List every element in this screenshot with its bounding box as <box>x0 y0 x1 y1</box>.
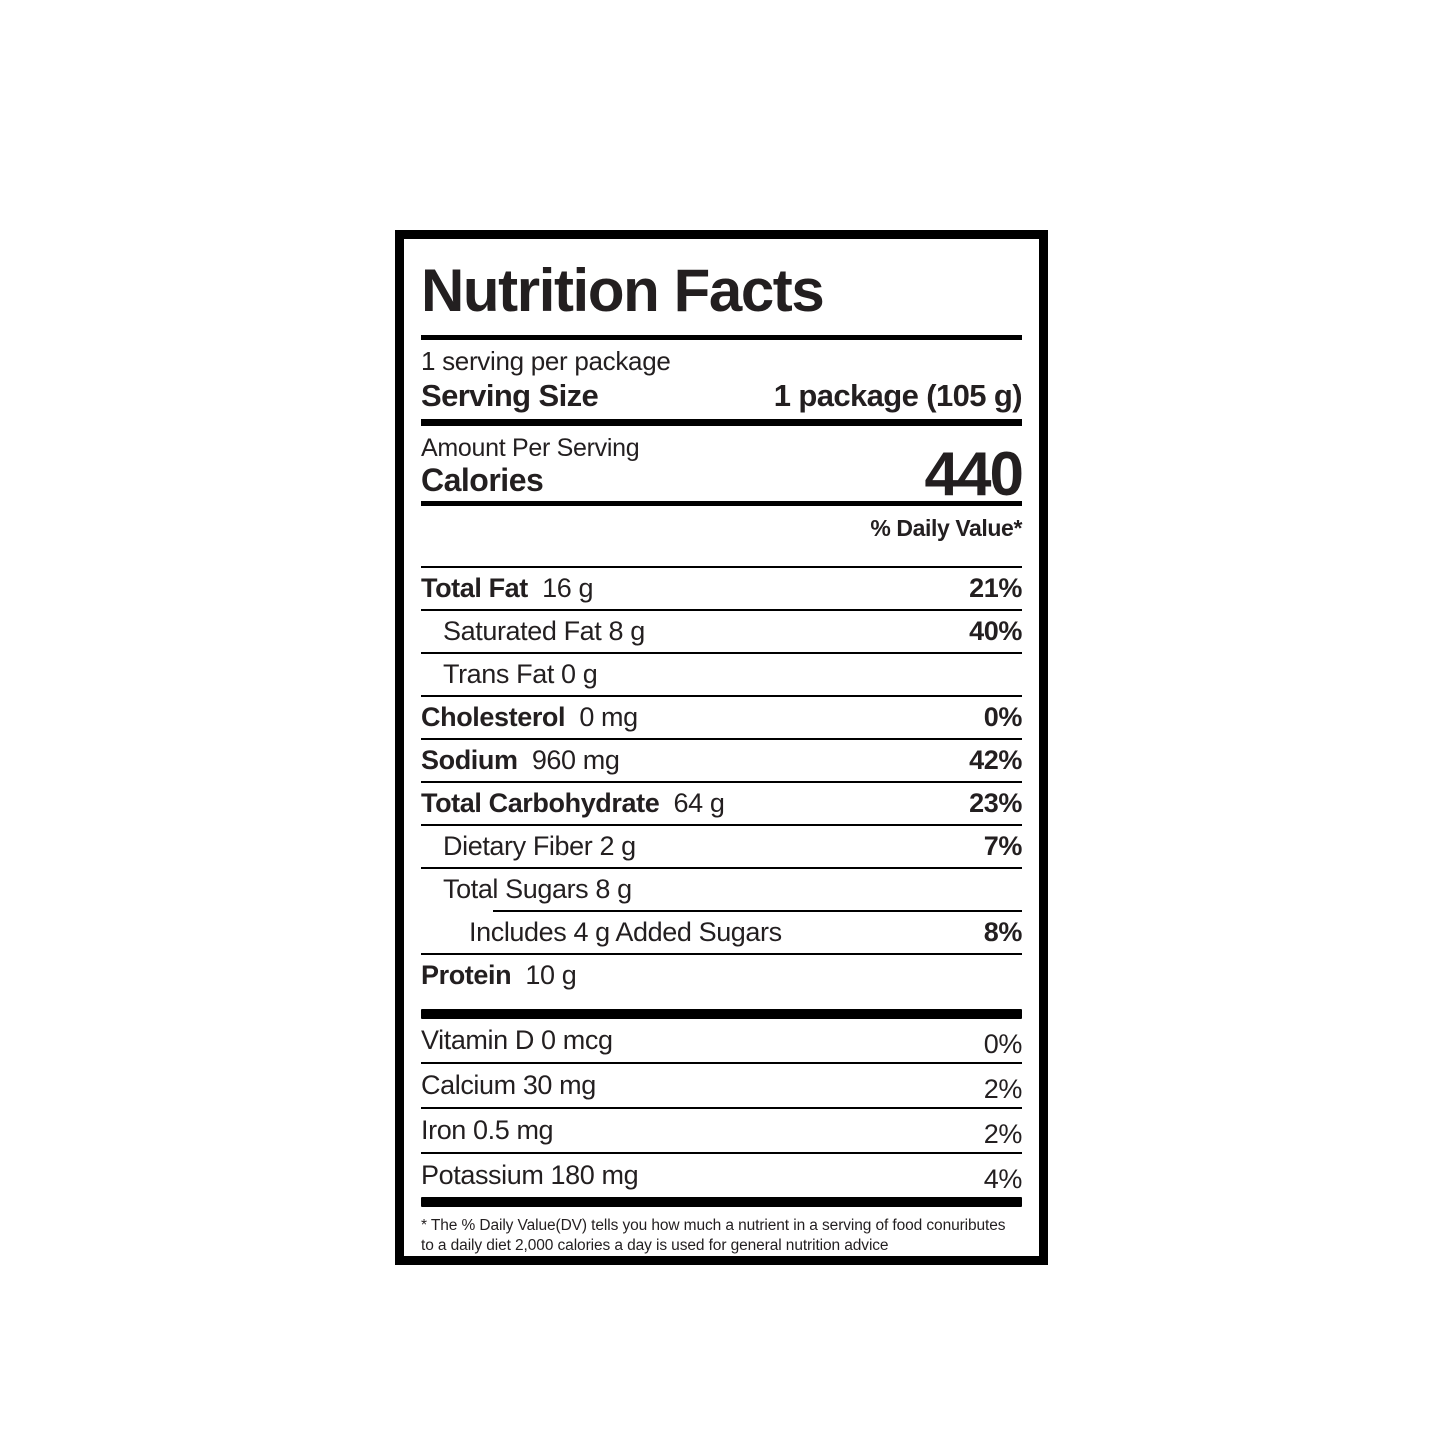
vitamin-dv-calcium: 2% <box>983 1073 1023 1104</box>
vitamin-label-iron: Iron 0.5 mg <box>421 1114 554 1145</box>
vitamin-dv-vitamin-d: 0% <box>983 1028 1023 1059</box>
nutrient-dv-added-sugars: 8% <box>983 916 1023 947</box>
nutrient-dv-saturated-fat: 40% <box>969 615 1022 646</box>
rule-row <box>421 608 1022 611</box>
nutrient-row-total-fat: Total Fat 16 g 21% <box>421 568 1022 609</box>
nutrient-label-total-sugars: Total Sugars 8 g <box>443 873 632 904</box>
nutrition-facts-label: Nutrition Facts 1 serving per package Se… <box>395 230 1048 1265</box>
calories-block: Amount Per Serving Calories 440 <box>421 426 1024 506</box>
footnote: * The % Daily Value(DV) tells you how mu… <box>421 1207 1022 1257</box>
nutrient-row-added-sugars: Includes 4 g Added Sugars 8% <box>421 912 1022 953</box>
nutrient-label-total-carbohydrate: Total Carbohydrate 64 g <box>421 787 725 818</box>
nutrient-label-protein: Protein 10 g <box>421 959 577 990</box>
footnote-line-2: to a daily diet 2,000 calories a day is … <box>421 1237 889 1255</box>
vitamin-row-potassium: Potassium 180 mg 4% <box>421 1154 1022 1197</box>
nutrient-label-total-fat: Total Fat 16 g <box>421 572 594 603</box>
rule-row <box>421 737 1022 740</box>
vitamin-dv-iron: 2% <box>983 1118 1023 1149</box>
nutrient-row-trans-fat: Trans Fat 0 g <box>421 654 1022 695</box>
nutrient-label-saturated-fat: Saturated Fat 8 g <box>443 615 645 646</box>
rule-row <box>421 823 1022 826</box>
vitamin-row-calcium: Calcium 30 mg 2% <box>421 1064 1022 1107</box>
serving-size-label: Serving Size <box>421 377 599 413</box>
nutrient-dv-dietary-fiber: 7% <box>983 830 1023 861</box>
spacer <box>421 999 1022 1009</box>
calories-left: Amount Per Serving Calories <box>421 433 640 499</box>
nutrient-label-added-sugars: Includes 4 g Added Sugars <box>469 916 782 947</box>
rule-above-total-fat <box>421 565 1022 568</box>
footnote-line-1: * The % Daily Value(DV) tells you how mu… <box>421 1216 1006 1234</box>
label-title: Nutrition Facts <box>421 257 825 324</box>
nutrient-label-trans-fat: Trans Fat 0 g <box>443 658 598 689</box>
serving-block: 1 serving per package Serving Size 1 pac… <box>421 340 1023 419</box>
rule-row <box>421 1106 1022 1109</box>
vitamin-label-potassium: Potassium 180 mg <box>421 1159 639 1190</box>
nutrient-label-dietary-fiber: Dietary Fiber 2 g <box>443 830 636 861</box>
nutrient-row-total-carbohydrate: Total Carbohydrate 64 g 23% <box>421 783 1022 824</box>
daily-value-header: % Daily Value* <box>870 514 1022 541</box>
calories-label: Calories <box>421 462 544 499</box>
rule-row <box>421 694 1022 697</box>
rule-row <box>421 1061 1022 1064</box>
nutrient-label-cholesterol: Cholesterol 0 mg <box>421 701 638 732</box>
servings-per-container: 1 serving per package <box>421 346 671 376</box>
nutrient-row-saturated-fat: Saturated Fat 8 g 40% <box>421 611 1022 652</box>
rule-below-vitamins <box>421 1196 1022 1207</box>
label-inner: Nutrition Facts 1 serving per package Se… <box>404 239 1039 1256</box>
rule-above-added-sugars <box>493 909 1022 912</box>
rule-row <box>421 651 1022 654</box>
rule-row <box>421 952 1022 955</box>
nutrient-row-total-sugars: Total Sugars 8 g <box>421 869 1022 910</box>
serving-size-value: 1 package (105 g) <box>773 377 1023 413</box>
vitamin-row-vitamin-d: Vitamin D 0 mcg 0% <box>421 1019 1022 1062</box>
vitamin-label-vitamin-d: Vitamin D 0 mcg <box>421 1024 613 1055</box>
rule-under-calories <box>421 500 1022 506</box>
rule-under-title <box>421 335 1022 340</box>
vitamin-row-iron: Iron 0.5 mg 2% <box>421 1109 1022 1152</box>
rule-row <box>421 780 1022 783</box>
vitamin-dv-potassium: 4% <box>983 1163 1023 1194</box>
nutrient-label-sodium: Sodium 960 mg <box>421 744 620 775</box>
nutrient-dv-total-fat: 21% <box>969 572 1022 603</box>
nutrient-dv-cholesterol: 0% <box>983 701 1023 732</box>
nutrient-dv-sodium: 42% <box>969 744 1022 775</box>
rule-above-vitamins <box>421 1008 1022 1019</box>
rule-row <box>421 866 1022 869</box>
nutrient-row-protein: Protein 10 g <box>421 955 1022 999</box>
serving-size-row: Serving Size 1 package (105 g) <box>421 377 1023 414</box>
amount-per-serving-label: Amount Per Serving <box>421 433 640 462</box>
nutrient-dv-total-carbohydrate: 23% <box>969 787 1022 818</box>
nutrient-row-cholesterol: Cholesterol 0 mg 0% <box>421 697 1022 738</box>
vitamin-label-calcium: Calcium 30 mg <box>421 1069 596 1100</box>
calories-value: 440 <box>924 439 1024 509</box>
rule-under-serving <box>421 418 1022 426</box>
nutrient-row-dietary-fiber: Dietary Fiber 2 g 7% <box>421 826 1022 867</box>
rule-row <box>421 1151 1022 1154</box>
rule-indent-wrap <box>421 909 1022 912</box>
nutrient-row-sodium: Sodium 960 mg 42% <box>421 740 1022 781</box>
